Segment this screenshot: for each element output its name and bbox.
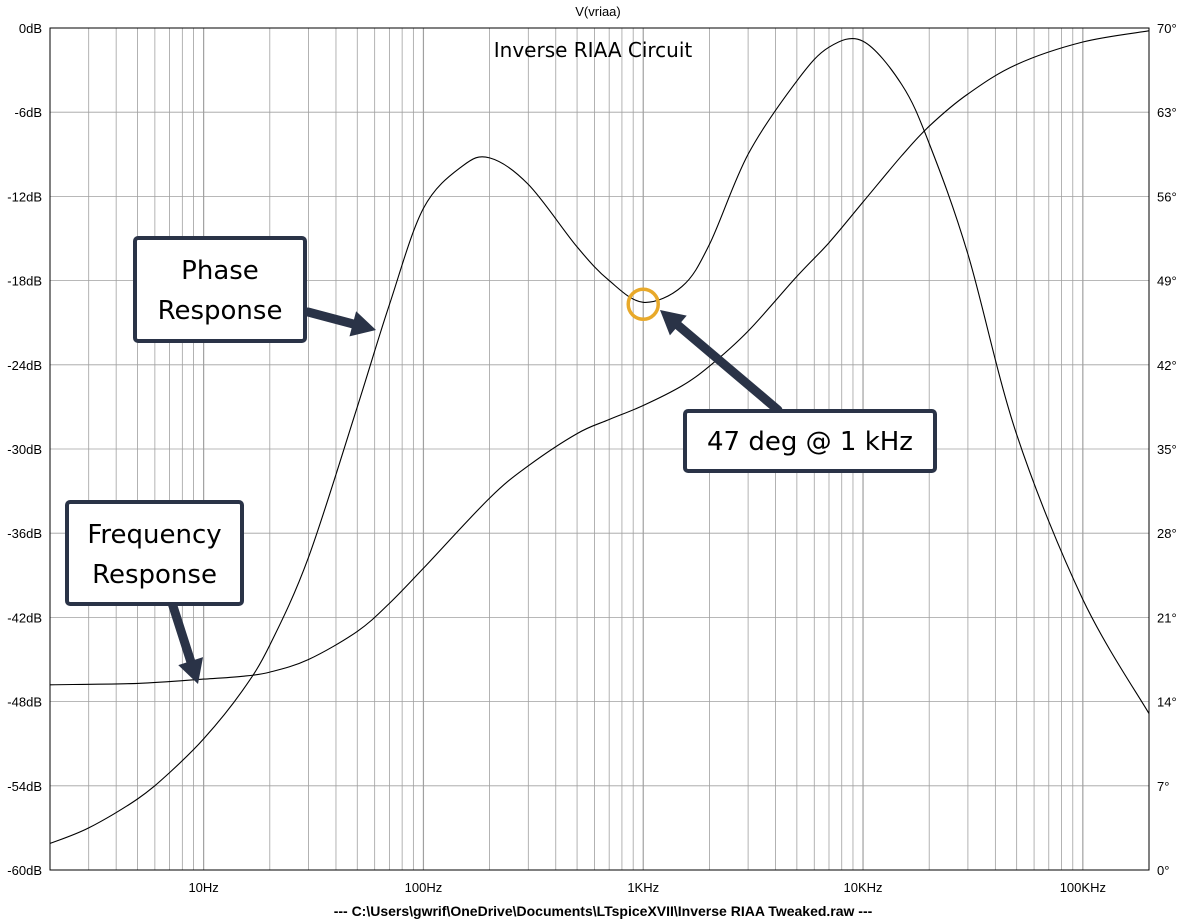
x-tick-label: 10Hz	[188, 880, 218, 895]
y-right-tick-label: 7°	[1157, 779, 1169, 794]
grid	[49, 27, 1150, 871]
y-left-tick-label: -18dB	[7, 274, 42, 289]
y-right-tick-label: 56°	[1157, 189, 1177, 204]
freq-callout-arrow-head	[178, 657, 204, 684]
y-left-tick-label: -6dB	[15, 105, 42, 120]
y-left-tick-label: -36dB	[7, 526, 42, 541]
y-left-tick-label: -48dB	[7, 695, 42, 710]
x-tick-label: 10KHz	[844, 880, 883, 895]
frequency-response-trace	[49, 30, 1150, 686]
phase-callout-arrow-shaft	[303, 307, 358, 329]
phase-response-trace	[49, 38, 1150, 845]
x-tick-label: 100Hz	[405, 880, 443, 895]
y-right-tick-label: 21°	[1157, 610, 1177, 625]
phase-callout-text: Phase	[181, 256, 259, 286]
marker-callout-arrow-head	[660, 310, 687, 336]
phase-callout-arrow-head	[349, 311, 376, 337]
y-left-tick-label: -42dB	[7, 610, 42, 625]
freq-callout-box	[65, 500, 244, 606]
marker-callout-text: 47 deg @ 1 kHz	[707, 427, 913, 457]
y-left-tick-label: -54dB	[7, 779, 42, 794]
x-tick-label: 1KHz	[627, 880, 659, 895]
x-tick-label: 100KHz	[1060, 880, 1106, 895]
phase-callout-box	[133, 236, 307, 343]
y-right-tick-label: 70°	[1157, 21, 1177, 36]
y-right-tick-label: 14°	[1157, 695, 1177, 710]
y-left-tick-label: -30dB	[7, 442, 42, 457]
freq-callout-text: Response	[92, 560, 217, 590]
phase-callout-text: Response	[158, 296, 283, 326]
marker-circle	[626, 287, 660, 322]
freq-callout-arrow-shaft	[167, 598, 196, 666]
y-right-tick-label: 63°	[1157, 105, 1177, 120]
file-path: --- C:\Users\gwrif\OneDrive\Documents\LT…	[334, 903, 873, 919]
y-left-tick-label: 0dB	[19, 21, 42, 36]
y-right-tick-label: 28°	[1157, 526, 1177, 541]
y-right-tick-label: 0°	[1157, 863, 1169, 878]
marker-callout-box	[683, 409, 937, 473]
y-left-tick-label: -12dB	[7, 189, 42, 204]
y-left-tick-label: -60dB	[7, 863, 42, 878]
freq-callout-text: Frequency	[87, 520, 221, 550]
callouts: Phase Response Frequency Response 47 deg @ 1…	[65, 236, 937, 684]
y-left-tick-label: -24dB	[7, 358, 42, 373]
plot-frame	[49, 27, 1150, 871]
y-right-tick-label: 35°	[1157, 442, 1177, 457]
y-right-tick-label: 42°	[1157, 358, 1177, 373]
y-right-tick-label: 49°	[1157, 274, 1177, 289]
plot-title: Inverse RIAA Circuit	[494, 38, 693, 62]
traces	[49, 30, 1150, 845]
signal-name: V(vriaa)	[575, 4, 621, 19]
marker-callout-arrow-shaft	[673, 321, 783, 415]
tick-labels: 0dB -6dB -12dB -18dB -24dB -30dB -36dB -42dB -48…	[7, 21, 1176, 895]
